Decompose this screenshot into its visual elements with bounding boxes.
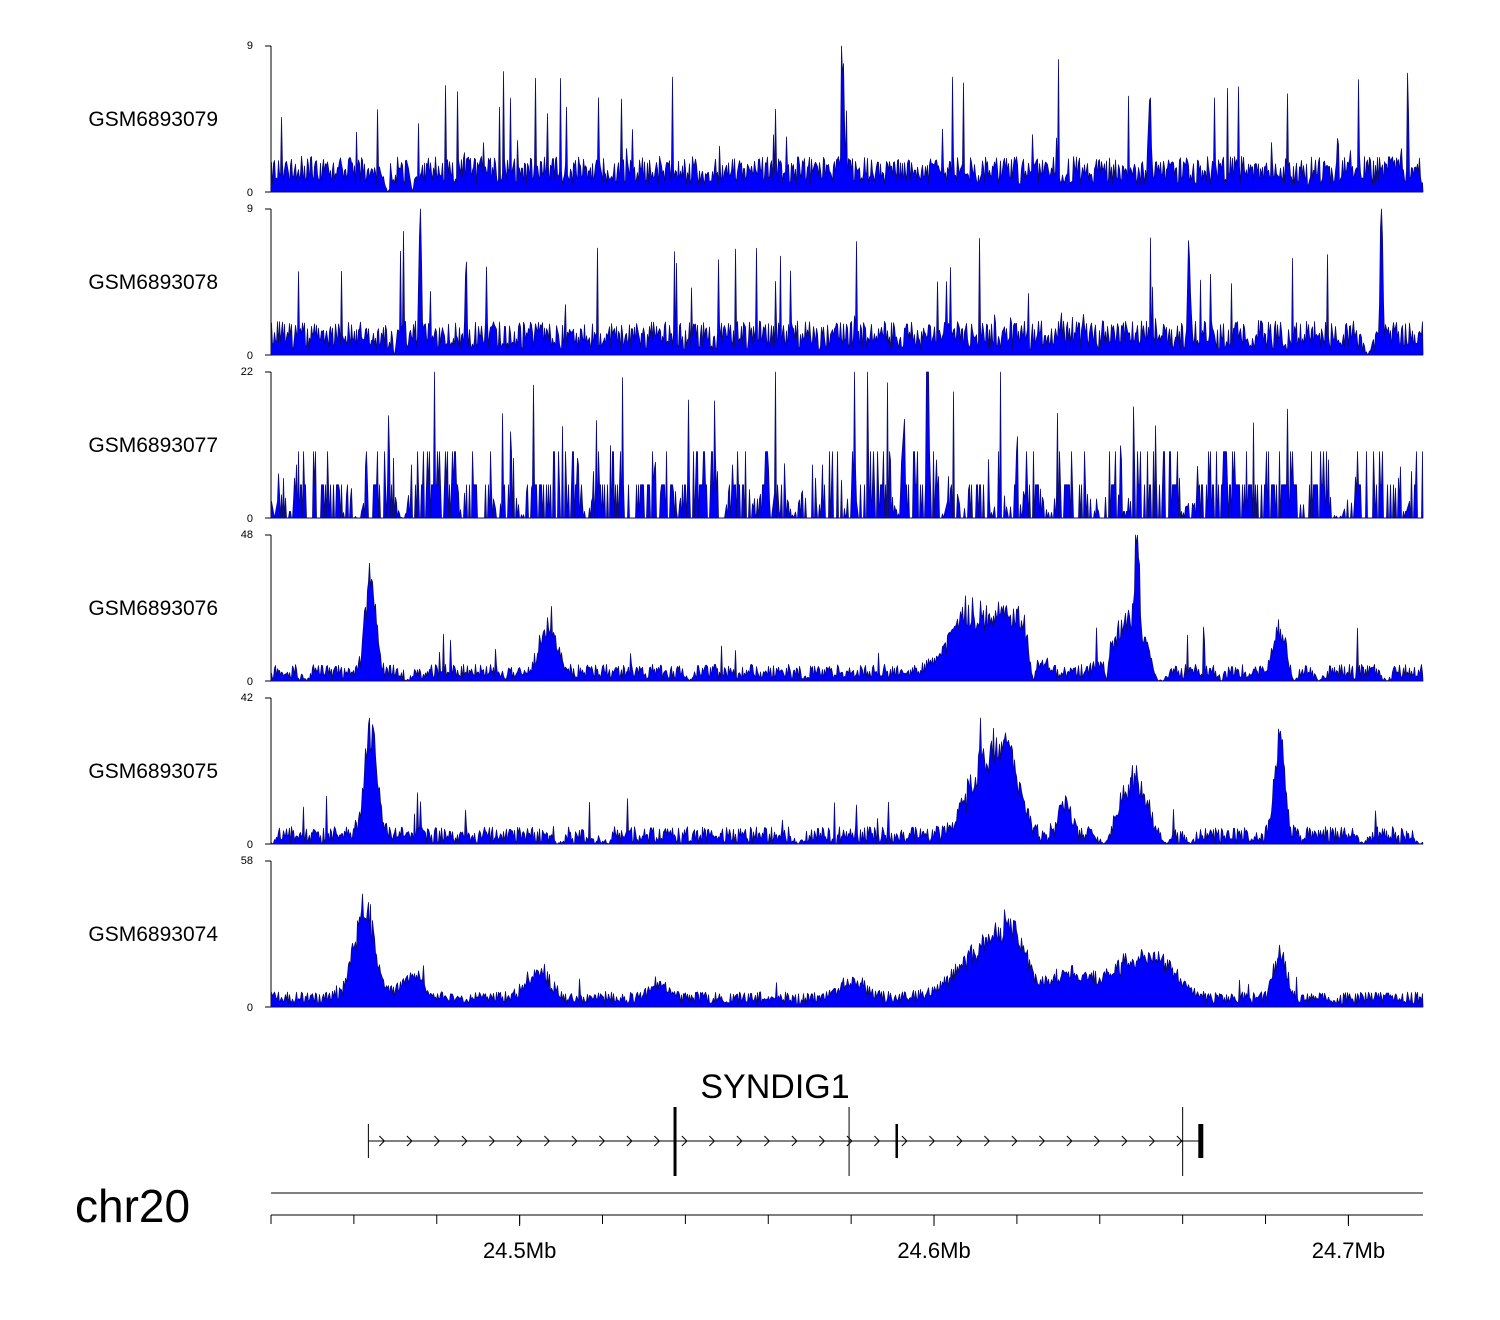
strand-arrow <box>544 1135 551 1147</box>
y-min-label: 0 <box>247 187 253 199</box>
strand-arrow <box>764 1135 771 1147</box>
y-min-label: 0 <box>247 1002 253 1014</box>
strand-arrow <box>1149 1135 1156 1147</box>
strand-arrow <box>1176 1135 1183 1147</box>
strand-arrow <box>874 1135 881 1147</box>
strand-arrow <box>956 1135 963 1147</box>
gene-name-label: SYNDIG1 <box>700 1068 849 1106</box>
chromosome-label: chr20 <box>75 1180 190 1232</box>
strand-arrow <box>819 1135 826 1147</box>
track-label: GSM6893076 <box>88 597 218 620</box>
axis-tick-label: 24.6Mb <box>897 1238 970 1263</box>
strand-arrow <box>571 1135 578 1147</box>
gene-track: SYNDIG1 <box>367 1068 1204 1176</box>
coverage-signal <box>270 534 1424 682</box>
coverage-signal <box>270 371 1424 519</box>
strand-arrow <box>1121 1135 1128 1147</box>
coverage-signal <box>270 45 1424 193</box>
coverage-signal <box>270 208 1424 356</box>
axis-tick-label: 24.5Mb <box>483 1238 556 1263</box>
coverage-signal <box>270 893 1424 1008</box>
track-label: GSM6893077 <box>88 434 218 457</box>
strand-arrow <box>654 1135 661 1147</box>
y-max-label: 9 <box>247 40 253 52</box>
strand-arrow <box>984 1135 991 1147</box>
track-label: GSM6893078 <box>88 271 218 294</box>
gene-exon <box>1198 1124 1204 1158</box>
strand-arrow <box>434 1135 441 1147</box>
track-label: GSM6893074 <box>88 923 218 946</box>
y-min-label: 0 <box>247 839 253 851</box>
y-min-label: 0 <box>247 513 253 525</box>
track-label: GSM6893079 <box>88 108 218 131</box>
strand-arrow <box>1011 1135 1018 1147</box>
axis-tick-label: 24.7Mb <box>1312 1238 1385 1263</box>
strand-arrow <box>709 1135 716 1147</box>
coverage-tracks: GSM689307990GSM689307890GSM6893077220GSM… <box>88 40 1424 1014</box>
track-GSM6893077: GSM6893077 22 0 <box>88 366 1424 525</box>
y-min-label: 0 <box>247 350 253 362</box>
coverage-signal <box>270 717 1424 845</box>
track-label: GSM6893075 <box>88 760 218 783</box>
strand-arrow <box>406 1135 413 1147</box>
y-max-label: 48 <box>241 529 253 541</box>
strand-arrow <box>516 1135 523 1147</box>
strand-arrow <box>901 1135 908 1147</box>
track-GSM6893074: GSM6893074 58 0 <box>88 855 1424 1014</box>
strand-arrow <box>1039 1135 1046 1147</box>
y-max-label: 58 <box>241 855 253 867</box>
track-GSM6893079: GSM6893079 9 0 <box>88 40 1424 199</box>
y-max-label: 9 <box>247 203 253 215</box>
strand-arrow <box>599 1135 606 1147</box>
track-GSM6893075: GSM6893075 42 0 <box>88 692 1424 851</box>
strand-arrow <box>461 1135 468 1147</box>
strand-arrow <box>736 1135 743 1147</box>
strand-arrow <box>929 1135 936 1147</box>
strand-arrow <box>379 1135 386 1147</box>
y-max-label: 22 <box>241 366 253 378</box>
strand-arrow <box>489 1135 496 1147</box>
strand-arrow <box>681 1135 688 1147</box>
track-GSM6893076: GSM6893076 48 0 <box>88 529 1424 688</box>
y-min-label: 0 <box>247 676 253 688</box>
strand-arrow <box>626 1135 633 1147</box>
genome-axis: chr20 24.5Mb 24.6Mb 24.7Mb <box>75 1180 1423 1263</box>
strand-arrow <box>1066 1135 1073 1147</box>
y-max-label: 42 <box>241 692 253 704</box>
strand-arrow <box>1094 1135 1101 1147</box>
strand-arrow <box>791 1135 798 1147</box>
strand-arrow <box>846 1135 853 1147</box>
track-GSM6893078: GSM6893078 9 0 <box>88 203 1424 362</box>
